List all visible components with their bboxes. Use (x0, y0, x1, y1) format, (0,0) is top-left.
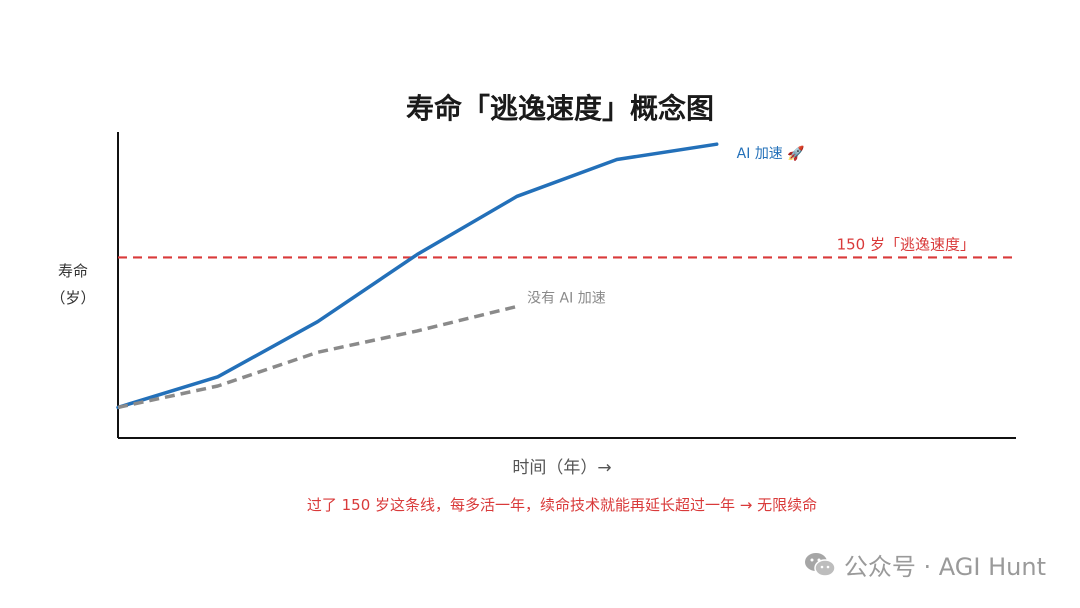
chart-title: 寿命「逃逸速度」概念图 (406, 92, 714, 125)
wechat-icon (804, 552, 836, 577)
y-axis-label-line1: 寿命 (58, 262, 88, 280)
chart-marks: 150 岁「逃逸速度」 AI 加速 🚀 没有 AI 加速 (116, 142, 1016, 410)
series-label-1: AI 加速 🚀 (737, 145, 806, 162)
watermark: 公众号 · AGI Hunt (804, 547, 1046, 582)
y-axis-label-line2: （岁） (50, 289, 95, 307)
threshold-label: 150 岁「逃逸速度」 (837, 235, 975, 253)
footnote: 过了 150 岁这条线，每多活一年，续命技术就能再延长超过一年 → 无限续命 (307, 496, 817, 514)
series-label-2: 没有 AI 加速 (527, 290, 606, 306)
series-line-2 (117, 304, 518, 410)
series-line-1 (116, 142, 719, 410)
watermark-text: 公众号 · AGI Hunt (843, 553, 1046, 581)
x-axis-label: 时间（年）→ (512, 458, 611, 478)
